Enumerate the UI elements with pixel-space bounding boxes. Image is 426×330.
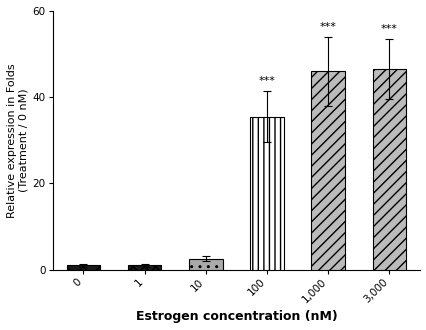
Bar [311, 71, 344, 270]
Y-axis label: Relative expression in Folds
(Treatment / 0 nM): Relative expression in Folds (Treatment … [7, 63, 29, 217]
Bar [250, 116, 283, 270]
Bar [66, 265, 100, 270]
Text: ***: *** [258, 76, 275, 85]
Bar [372, 69, 405, 270]
Bar [127, 265, 161, 270]
Text: ***: *** [380, 24, 397, 34]
Bar [189, 259, 222, 270]
Text: ***: *** [319, 22, 336, 32]
X-axis label: Estrogen concentration (nM): Estrogen concentration (nM) [135, 310, 337, 323]
